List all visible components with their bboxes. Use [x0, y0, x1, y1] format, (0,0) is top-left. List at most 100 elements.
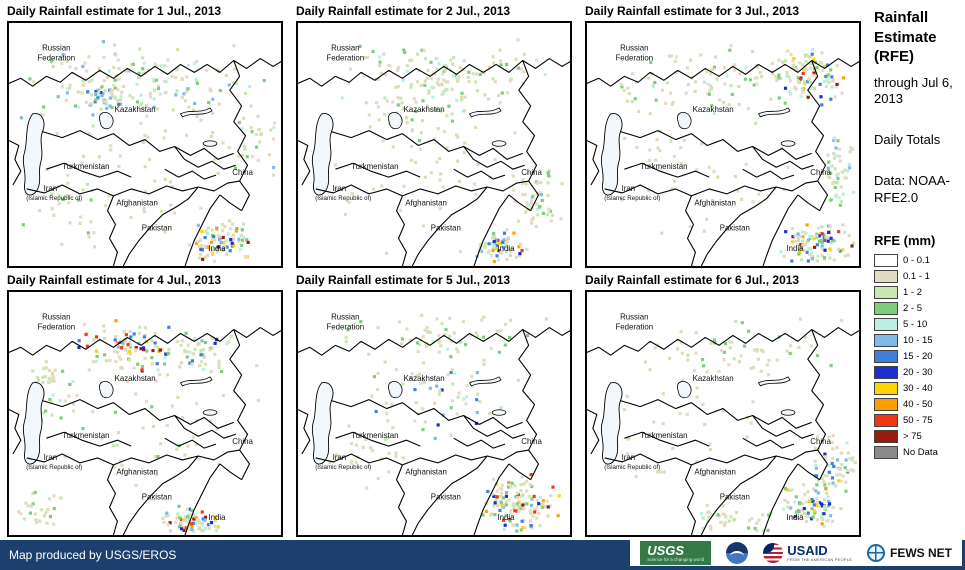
country-label: Iran — [333, 184, 347, 193]
country-label: Kazakhstan — [693, 374, 734, 383]
country-label: Federation — [326, 323, 364, 332]
country-label: Pakistan — [142, 223, 172, 232]
country-label: Afghanistan — [405, 199, 447, 208]
country-label: Russian — [42, 44, 70, 53]
country-label: Kazakhstan — [693, 105, 734, 114]
country-label: India — [786, 513, 804, 522]
logo-strip: USGS science for a changing world USAID … — [630, 540, 962, 566]
legend-label: 20 - 30 — [903, 367, 933, 379]
panel-title: Daily Rainfall estimate for 6 Jul., 2013 — [585, 273, 800, 287]
legend-item: 50 - 75 — [874, 413, 963, 429]
legend-swatch — [874, 254, 898, 268]
country-label: Russian — [331, 44, 359, 53]
panel-title: Daily Rainfall estimate for 2 Jul., 2013 — [296, 4, 511, 18]
country-label: China — [232, 437, 253, 446]
map-panel-6: Daily Rainfall estimate for 6 Jul., 2013… — [578, 269, 867, 538]
country-label: India — [208, 244, 226, 253]
country-label: Iran — [622, 184, 636, 193]
country-label: China — [232, 168, 253, 177]
map-panel-4: Daily Rainfall estimate for 4 Jul., 2013… — [0, 269, 289, 538]
legend-swatch — [874, 382, 898, 396]
usaid-tagline: FROM THE AMERICAN PEOPLE — [787, 557, 852, 563]
country-label: Russian — [620, 313, 648, 322]
country-label: Kazakhstan — [404, 374, 445, 383]
country-label: Turkmenistan — [640, 431, 687, 440]
country-label: Federation — [615, 323, 653, 332]
country-label: Iran — [44, 184, 58, 193]
country-label: Federation — [37, 323, 75, 332]
country-label: India — [208, 513, 226, 522]
legend-swatch — [874, 414, 898, 428]
country-label: Afghanistan — [405, 468, 447, 477]
country-label: Iran — [44, 453, 58, 462]
country-label: (Islamic Republic of) — [604, 464, 660, 471]
noaa-emblem-icon — [726, 542, 749, 564]
legend-label: 0.1 - 1 — [903, 271, 930, 283]
country-label: Federation — [326, 54, 364, 63]
legend-item: 0.1 - 1 — [874, 269, 963, 285]
rainfall-map-jul6: Russian Federation Kazakhstan Turkmenistan I… — [585, 290, 861, 537]
report-period: Daily Totals — [874, 132, 941, 148]
country-label: (Islamic Republic of) — [26, 464, 82, 471]
globe-icon — [867, 544, 885, 562]
legend-item: 2 - 5 — [874, 301, 963, 317]
legend-label: 1 - 2 — [903, 287, 923, 299]
legend-swatch — [874, 366, 898, 380]
legend-label: 15 - 20 — [903, 351, 933, 363]
country-label: Afghanistan — [116, 199, 158, 208]
usgs-logo: USGS science for a changing world — [640, 541, 712, 565]
map-panel-3: Daily Rainfall estimate for 3 Jul., 2013… — [578, 0, 867, 269]
footer-bar: Map produced by USGS/EROS USGS science f… — [0, 540, 965, 570]
country-label: Turkmenistan — [351, 162, 398, 171]
legend-item: No Data — [874, 445, 963, 461]
country-label: India — [497, 513, 515, 522]
legend-item: 30 - 40 — [874, 381, 963, 397]
country-label: Kazakhstan — [404, 105, 445, 114]
map-panel-5: Daily Rainfall estimate for 5 Jul., 2013… — [289, 269, 578, 538]
country-label: (Islamic Republic of) — [315, 195, 371, 202]
legend-swatch — [874, 318, 898, 332]
fewsnet-logo-text: FEWS NET — [890, 546, 952, 560]
country-label: Turkmenistan — [640, 162, 687, 171]
country-label: Kazakhstan — [115, 374, 156, 383]
legend-item: 1 - 2 — [874, 285, 963, 301]
country-label: Pakistan — [720, 223, 750, 232]
panel-title: Daily Rainfall estimate for 5 Jul., 2013 — [296, 273, 511, 287]
country-label: (Islamic Republic of) — [26, 195, 82, 202]
panel-title: Daily Rainfall estimate for 3 Jul., 2013 — [585, 4, 800, 18]
legend-label: No Data — [903, 447, 938, 459]
country-label: India — [786, 244, 804, 253]
country-label: Federation — [37, 54, 75, 63]
country-label: Iran — [622, 453, 636, 462]
fewsnet-logo: FEWS NET — [867, 544, 952, 562]
legend-label: 30 - 40 — [903, 383, 933, 395]
legend-item: 10 - 15 — [874, 333, 963, 349]
sidebar-title: Rainfall Estimate (RFE) — [874, 9, 937, 65]
country-label: Turkmenistan — [62, 162, 109, 171]
rainfall-map-jul3: Russian Federation Kazakhstan Turkmenistan I… — [585, 21, 861, 268]
country-label: Pakistan — [431, 492, 461, 501]
country-label: China — [810, 168, 831, 177]
country-label: Iran — [333, 453, 347, 462]
country-label: Turkmenistan — [351, 431, 398, 440]
legend-label: 2 - 5 — [903, 303, 923, 315]
country-label: Kazakhstan — [115, 105, 156, 114]
country-label: (Islamic Republic of) — [604, 195, 660, 202]
country-label: China — [810, 437, 831, 446]
legend-swatch — [874, 286, 898, 300]
panel-title: Daily Rainfall estimate for 4 Jul., 2013 — [7, 273, 222, 287]
legend-swatch — [874, 446, 898, 460]
country-label: China — [521, 168, 542, 177]
usaid-logo-text: USAID FROM THE AMERICAN PEOPLE — [787, 542, 852, 563]
legend-item: 20 - 30 — [874, 365, 963, 381]
sidebar: Rainfall Estimate (RFE) through Jul 6, 2… — [868, 0, 965, 540]
rainfall-map-jul2: Russian Federation Kazakhstan Turkmenistan I… — [296, 21, 572, 268]
country-label: Russian — [42, 313, 70, 322]
legend-label: > 75 — [903, 431, 922, 443]
map-panel-2: Daily Rainfall estimate for 2 Jul., 2013… — [289, 0, 578, 269]
legend-item: 5 - 10 — [874, 317, 963, 333]
legend-swatch — [874, 350, 898, 364]
usgs-logo-text: USGS — [647, 542, 685, 558]
